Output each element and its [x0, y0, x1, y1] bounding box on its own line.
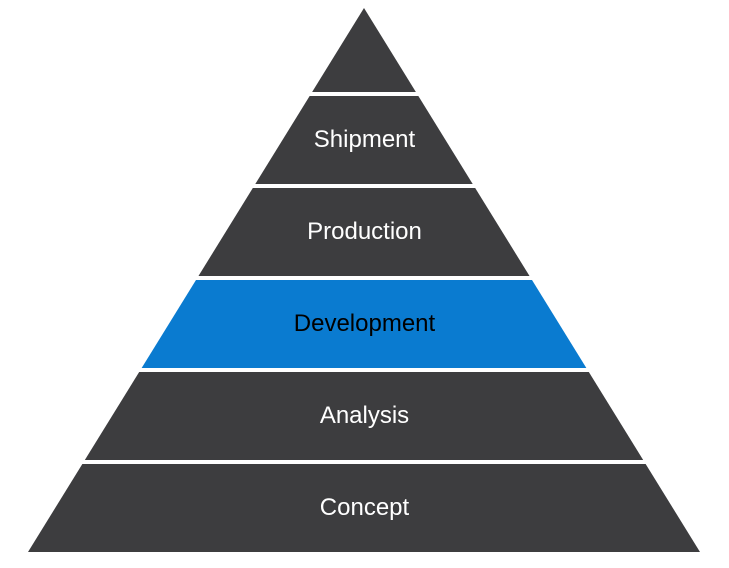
pyramid-diagram: ShipmentProductionDevelopmentAnalysisCon…	[0, 0, 729, 568]
pyramid-level-shipment	[255, 96, 472, 184]
pyramid-level-production	[198, 188, 529, 276]
pyramid-level-concept	[28, 464, 700, 552]
pyramid-level-analysis	[85, 372, 643, 460]
pyramid-level-development	[142, 280, 587, 368]
pyramid-svg	[0, 0, 729, 568]
pyramid-level-apex	[312, 8, 416, 92]
